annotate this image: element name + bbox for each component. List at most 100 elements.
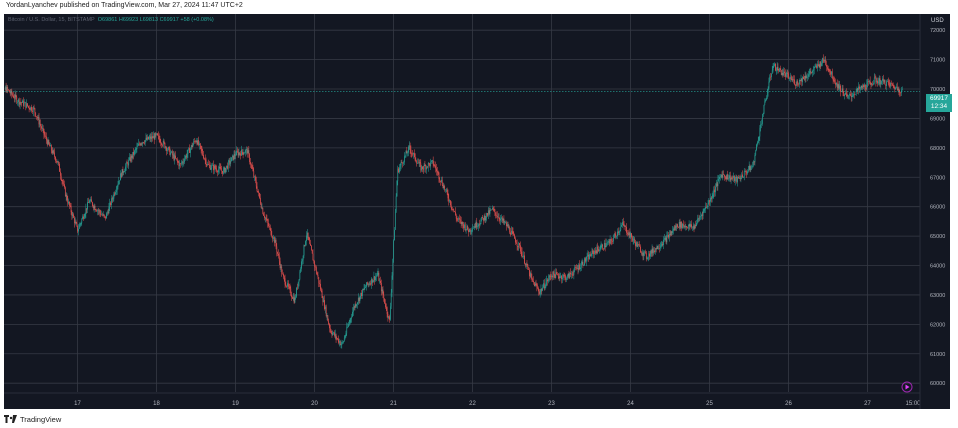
candle-body	[59, 164, 60, 172]
candle-body	[139, 144, 141, 146]
candle-body	[42, 128, 44, 129]
price-chart[interactable]: 60000 61000 62000 63000 64000 65000 66000 67000…	[4, 14, 950, 409]
candle-body	[171, 151, 172, 153]
candle-body	[225, 168, 227, 173]
candle-body	[267, 219, 269, 224]
candle-body	[483, 215, 485, 221]
candle-body	[488, 210, 490, 214]
candle-body	[391, 275, 393, 293]
candle-body	[389, 316, 390, 320]
candle-body	[658, 248, 659, 249]
candle-body	[176, 158, 177, 159]
candle-body	[606, 243, 608, 246]
candle-body	[399, 165, 401, 168]
candle-body	[638, 244, 640, 246]
candle-body	[605, 245, 607, 248]
candle-body	[210, 168, 212, 170]
candle-body	[352, 307, 354, 312]
candle-body	[469, 228, 470, 233]
candle-body	[752, 161, 754, 166]
candle-body	[178, 162, 180, 167]
candle-body	[127, 163, 129, 166]
candle-body	[794, 84, 796, 85]
candle-body	[269, 226, 271, 229]
candle-body	[523, 255, 525, 257]
candle-body	[121, 169, 123, 177]
candle-body	[433, 164, 435, 166]
candle-body	[298, 279, 300, 282]
candle-body	[174, 155, 176, 160]
candle-body	[287, 283, 288, 287]
candle-body	[834, 80, 836, 83]
candle-body	[222, 169, 224, 174]
candle-body	[120, 173, 121, 181]
candle-body	[373, 276, 375, 281]
candle-body	[571, 273, 573, 275]
candle-body	[501, 217, 503, 221]
candle-body	[66, 194, 68, 201]
candle-body	[192, 144, 194, 147]
candle-body	[407, 152, 409, 154]
candle-body	[22, 100, 23, 103]
candle-body	[872, 84, 873, 85]
candle-body	[519, 243, 520, 246]
currency-label: USD	[931, 18, 944, 24]
candle-body	[572, 274, 574, 276]
candle-body	[698, 218, 700, 220]
candle-body	[40, 123, 41, 127]
candle-body	[734, 175, 735, 181]
candle-body	[74, 221, 76, 224]
candle-body	[768, 81, 770, 89]
candle-body	[323, 300, 325, 303]
candle-body	[243, 153, 245, 155]
candle-body	[788, 73, 790, 79]
candle-body	[704, 208, 706, 210]
candle-body	[703, 209, 705, 211]
y-tick-label: 72000	[930, 28, 945, 34]
candle-body	[171, 151, 173, 156]
candle-body	[809, 71, 811, 74]
candle-body	[706, 206, 708, 208]
candle-body	[608, 241, 609, 243]
candle-body	[552, 275, 553, 278]
candle-body	[217, 171, 218, 173]
candle-body	[669, 234, 671, 236]
candle-body	[593, 251, 594, 255]
chart-panel[interactable]: 60000 61000 62000 63000 64000 65000 66000 67000…	[4, 14, 952, 409]
candle-body	[732, 178, 734, 179]
candle-body	[84, 214, 86, 217]
candle-body	[273, 237, 275, 243]
candle-body	[378, 272, 380, 281]
candle-body	[701, 214, 703, 216]
candle-body	[6, 87, 8, 92]
candle-body	[642, 253, 644, 256]
candle-body	[255, 176, 256, 181]
candle-body	[552, 271, 554, 278]
candle-body	[876, 80, 878, 83]
candle-body	[235, 155, 237, 156]
candle-body	[649, 253, 650, 257]
candle-body	[814, 66, 816, 68]
candle-body	[621, 224, 622, 227]
candle-body	[654, 250, 655, 253]
candle-body	[892, 85, 894, 86]
candle-body	[418, 162, 420, 164]
candle-body	[188, 148, 190, 150]
candle-body	[645, 251, 646, 253]
candle-body	[737, 177, 738, 183]
candle-body	[399, 167, 400, 173]
candle-body	[115, 192, 116, 195]
candle-body	[764, 101, 766, 105]
candle-body	[668, 234, 669, 238]
candle-body	[878, 81, 879, 84]
candle-body	[444, 186, 446, 190]
candle-body	[619, 230, 621, 232]
candle-body	[395, 196, 397, 212]
candle-body	[79, 223, 81, 225]
candle-body	[52, 150, 54, 154]
candle-body	[583, 265, 585, 266]
candle-body	[264, 215, 265, 218]
candle-body	[575, 267, 576, 268]
candle-body	[62, 181, 64, 184]
candle-body	[815, 65, 817, 67]
